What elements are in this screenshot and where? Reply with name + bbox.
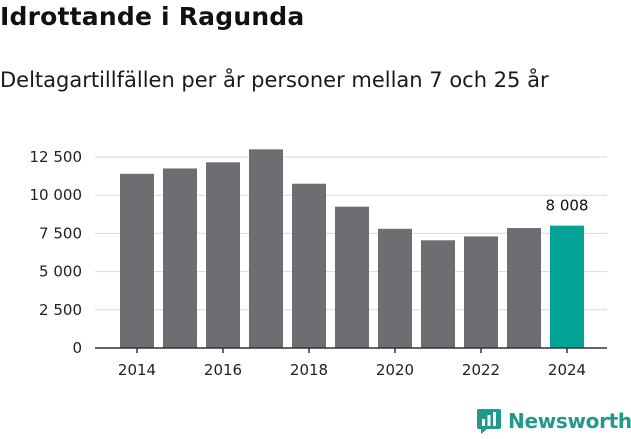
bar-2021 [421, 240, 455, 348]
x-tick-label: 2022 [462, 361, 500, 379]
x-tick-label: 2018 [290, 361, 328, 379]
x-tick-label: 2020 [376, 361, 414, 379]
y-tick-label: 0 [72, 339, 82, 357]
bar-2024 [550, 225, 584, 348]
bar-2022 [464, 236, 498, 348]
bar-2023 [507, 228, 541, 348]
bar-2014 [120, 173, 154, 348]
y-tick-label: 12 500 [30, 148, 83, 166]
newsworthy-logo-icon [477, 409, 501, 434]
y-tick-label: 10 000 [30, 186, 83, 204]
chart-title: Idrottande i Ragunda [0, 2, 305, 31]
y-tick-label: 2 500 [39, 301, 82, 319]
y-tick-label: 5 000 [39, 263, 82, 281]
chart-subtitle: Deltagartillfällen per år personer mella… [0, 68, 549, 92]
bar-2017 [249, 149, 283, 348]
bar-2015 [163, 168, 197, 348]
x-tick-label: 2024 [548, 361, 586, 379]
bar-chart: 0 2 500 5 000 7 500 10 000 12 500 2014 2016 2018… [30, 148, 607, 379]
brand-name: Newsworthy [508, 409, 631, 433]
data-label: 8 008 [546, 197, 589, 215]
bar-2019 [335, 206, 369, 348]
bar-2018 [292, 183, 326, 348]
x-tick-label: 2016 [204, 361, 242, 379]
bar-2020 [378, 228, 412, 348]
bar-2016 [206, 162, 240, 348]
newsworthy-logo[interactable]: Newsworthy [476, 406, 631, 436]
y-tick-label: 7 500 [39, 224, 82, 242]
x-tick-label: 2014 [118, 361, 156, 379]
